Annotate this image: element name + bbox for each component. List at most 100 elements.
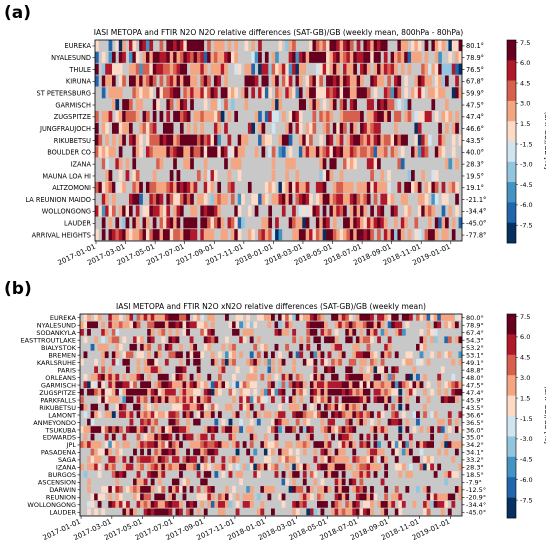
heatmap-cell [341,493,346,501]
heatmap-cell [264,87,269,99]
heatmap-cell [447,381,452,389]
heatmap-cell [254,51,259,63]
heatmap-cell [263,314,268,321]
heatmap-cell [346,229,351,241]
heatmap-cell [251,75,256,87]
heatmap-cell [387,321,392,329]
heatmap-cell [407,181,412,193]
heatmap-cell [336,122,340,134]
heatmap-cell [362,418,367,426]
heatmap-cell [175,351,180,359]
heatmap-cell [305,205,310,217]
heatmap-cell [370,99,374,111]
heatmap-cell [97,463,102,471]
heatmap-cell [380,351,385,359]
heatmap-cell [90,418,95,426]
heatmap-cell [359,358,364,366]
colorbar-tick-label: -6.0 [520,476,533,484]
heatmap-cell [430,411,435,418]
heatmap-cell [186,351,190,359]
heatmap-cell [324,381,328,389]
heatmap-cell [90,493,95,501]
heatmap-cell [329,146,334,158]
heatmap-cell [455,205,459,217]
heatmap-cell [217,51,222,63]
heatmap-cell [315,181,320,193]
heatmap-cell [241,87,245,99]
heatmap-cell [213,99,218,111]
heatmap-cell [122,508,127,516]
heatmap-cell [221,456,226,463]
heatmap-cell [299,381,304,389]
heatmap-cell [370,181,374,193]
heatmap-cell [437,381,442,389]
heatmap-cell [111,181,116,193]
heatmap-cell [299,373,304,381]
heatmap-cell [256,493,261,501]
heatmap-cell [306,441,311,448]
heatmap-cell [341,508,346,516]
heatmap-cell [278,403,282,411]
heatmap-cell [309,471,314,478]
heatmap-cell [334,343,339,351]
heatmap-cell [214,441,219,448]
heatmap-cell [438,122,442,134]
heatmap-cell [352,501,357,508]
heatmap-cell [159,217,164,229]
heatmap-cell [200,110,205,122]
heatmap-cell [256,396,261,403]
heatmap-cell [87,381,91,389]
heatmap-cell [397,158,402,170]
heatmap-cell [370,448,374,456]
station-label: NYALESUND [37,322,76,330]
heatmap-cell [387,87,391,99]
heatmap-cell [387,351,392,359]
heatmap-cell [115,343,120,351]
heatmap-cell [348,463,353,471]
heatmap-cell [108,456,113,463]
heatmap-cell [183,40,188,52]
heatmap-cell [281,373,286,381]
heatmap-cell [434,181,439,193]
heatmap-cell [424,181,429,193]
heatmap-cell [253,463,258,471]
heatmap-cell [299,351,304,359]
heatmap-cell [366,51,371,63]
latitude-label: 34.1° [466,449,484,457]
heatmap-cell [140,336,144,344]
heatmap-cell [207,75,211,87]
heatmap-cell [101,336,106,344]
heatmap-cell [161,508,166,516]
heatmap-cell [145,217,150,229]
heatmap-cell [281,134,286,146]
heatmap-cell [193,441,198,448]
heatmap-cell [200,403,205,411]
heatmap-cell [210,314,215,321]
heatmap-cell [169,134,174,146]
heatmap-cell [377,110,381,122]
heatmap-cell [338,321,343,329]
heatmap-cell [391,411,396,418]
heatmap-cell [207,471,212,478]
heatmap-cell [302,448,307,456]
heatmap-cell [345,418,350,426]
heatmap-cell [366,343,371,351]
heatmap-cell [377,456,381,463]
heatmap-cell [437,314,442,321]
heatmap-cell [105,75,109,87]
heatmap-cell [90,388,95,396]
heatmap-cell [111,441,116,448]
heatmap-cell [249,426,254,433]
heatmap-cell [423,456,427,463]
heatmap-cell [356,51,361,63]
heatmap-cell [161,388,166,396]
heatmap-cell [394,441,399,448]
heatmap-cell [332,205,337,217]
heatmap-cell [292,87,296,99]
heatmap-cell [168,426,173,433]
heatmap-cell [143,433,148,441]
heatmap-cell [251,229,256,241]
heatmap-cell [285,478,289,486]
heatmap-cell [132,170,137,182]
heatmap-cell [370,486,374,493]
